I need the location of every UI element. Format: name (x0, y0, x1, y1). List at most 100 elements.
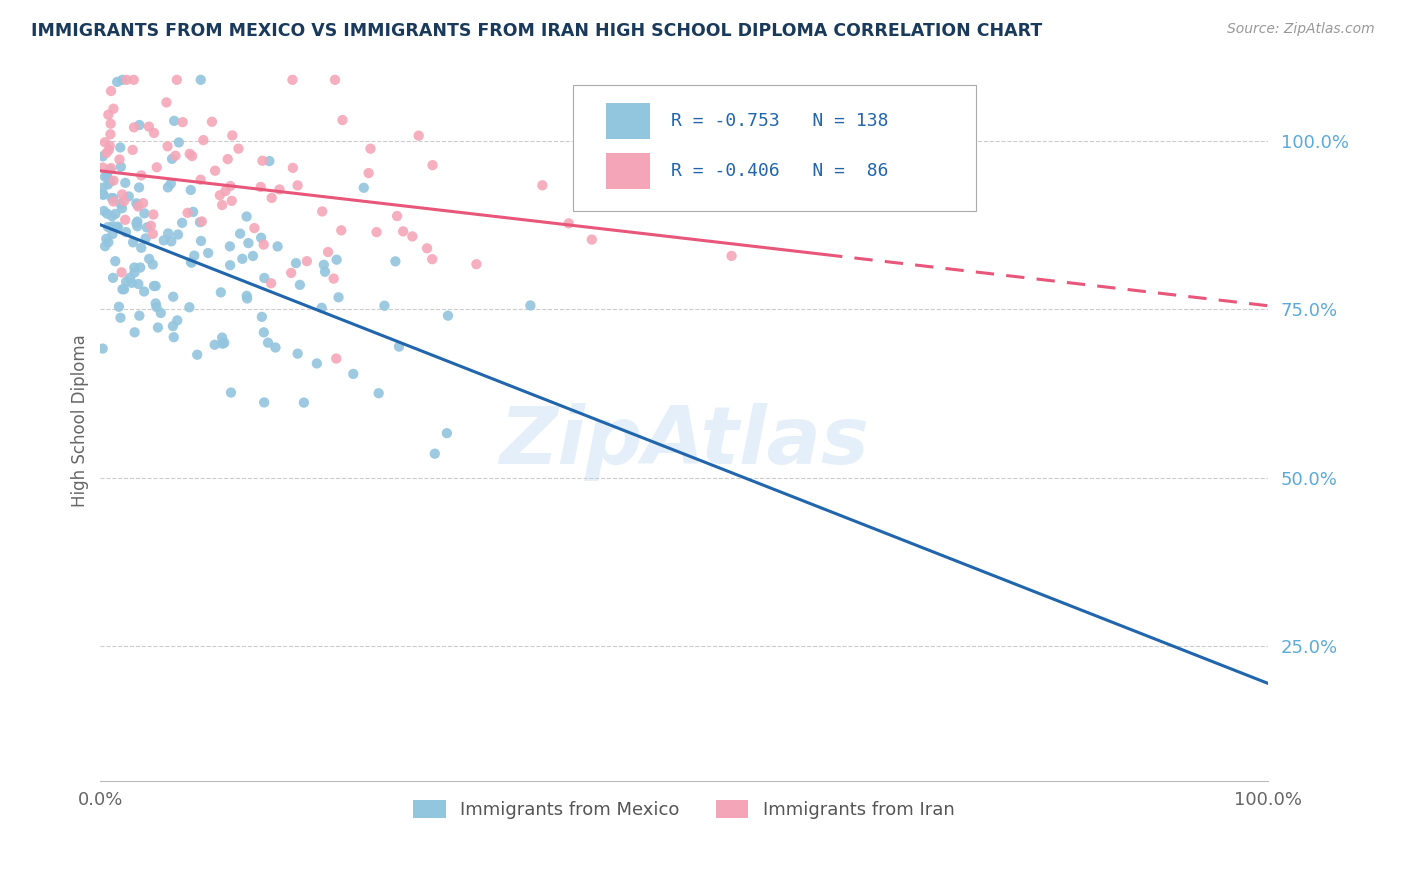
Point (156, 139, 179, 153)
Point (142, 258, 165, 272)
Point (96, 232, 118, 246)
Point (359, 142, 381, 156)
Point (138, 120, 160, 134)
Point (186, 348, 208, 362)
Point (167, 136, 190, 150)
Point (312, 258, 335, 272)
Point (127, 277, 149, 291)
Point (100, 191, 122, 205)
Point (181, 149, 204, 163)
Point (266, 239, 288, 253)
Point (96, 206, 118, 220)
Point (127, 214, 149, 228)
Point (96, 169, 118, 183)
Point (112, 282, 135, 296)
Point (385, 209, 408, 223)
Point (165, 149, 187, 163)
Point (252, 153, 274, 168)
Point (97, 235, 120, 250)
Point (211, 330, 233, 344)
Point (311, 204, 333, 219)
Point (305, 356, 328, 370)
Point (392, 224, 415, 238)
Point (108, 153, 131, 167)
Point (101, 219, 124, 234)
Point (97, 108, 120, 122)
Point (132, 196, 155, 211)
Point (221, 128, 243, 143)
Legend: Immigrants from Mexico, Immigrants from Iran: Immigrants from Mexico, Immigrants from … (406, 792, 962, 826)
Point (181, 205, 204, 219)
Point (581, 233, 603, 247)
Point (125, 216, 148, 230)
Point (316, 245, 339, 260)
Point (373, 299, 395, 313)
Point (160, 177, 183, 191)
Point (219, 385, 242, 400)
Point (105, 75, 128, 89)
Point (193, 133, 215, 147)
Point (208, 188, 231, 202)
Point (243, 221, 266, 235)
Point (103, 173, 125, 187)
Text: R = -0.406   N =  86: R = -0.406 N = 86 (671, 162, 889, 180)
Point (465, 257, 488, 271)
FancyBboxPatch shape (606, 153, 650, 189)
Point (145, 296, 167, 310)
Point (201, 114, 224, 128)
Point (235, 210, 257, 224)
Point (388, 340, 411, 354)
Point (342, 367, 364, 381)
Point (94, 136, 117, 150)
Point (103, 194, 125, 209)
Point (249, 180, 271, 194)
Point (91, 187, 114, 202)
Point (103, 191, 125, 205)
Point (162, 319, 184, 334)
Point (284, 256, 307, 270)
Point (107, 219, 129, 234)
Point (311, 301, 333, 315)
Point (91, 149, 114, 163)
Point (420, 252, 443, 267)
Point (211, 336, 233, 351)
Point (231, 252, 253, 266)
Point (114, 212, 136, 227)
Point (197, 246, 219, 260)
Point (330, 223, 353, 237)
Point (217, 152, 239, 166)
Point (100, 84, 122, 98)
Point (260, 277, 283, 291)
Point (172, 216, 194, 230)
Point (176, 206, 198, 220)
Point (408, 128, 430, 143)
Text: Source: ZipAtlas.com: Source: ZipAtlas.com (1227, 22, 1375, 37)
Point (166, 72, 188, 87)
Point (190, 172, 212, 186)
Point (204, 337, 226, 351)
Point (287, 178, 309, 193)
Point (281, 161, 304, 175)
Point (128, 180, 150, 194)
Point (146, 161, 169, 175)
Point (142, 207, 165, 221)
Point (292, 395, 315, 409)
Point (221, 194, 243, 208)
Point (322, 271, 344, 285)
Point (325, 351, 347, 366)
Point (156, 180, 179, 194)
Point (160, 152, 183, 166)
Point (101, 227, 124, 241)
Point (436, 426, 458, 441)
Point (115, 275, 138, 289)
Point (129, 169, 152, 183)
Point (91, 161, 114, 175)
Text: IMMIGRANTS FROM MEXICO VS IMMIGRANTS FROM IRAN HIGH SCHOOL DIPLOMA CORRELATION C: IMMIGRANTS FROM MEXICO VS IMMIGRANTS FRO… (31, 22, 1042, 40)
Point (100, 128, 122, 142)
Point (138, 252, 160, 266)
Point (167, 227, 190, 242)
Point (323, 72, 346, 87)
Point (183, 249, 205, 263)
Point (134, 206, 156, 220)
Point (557, 216, 579, 230)
